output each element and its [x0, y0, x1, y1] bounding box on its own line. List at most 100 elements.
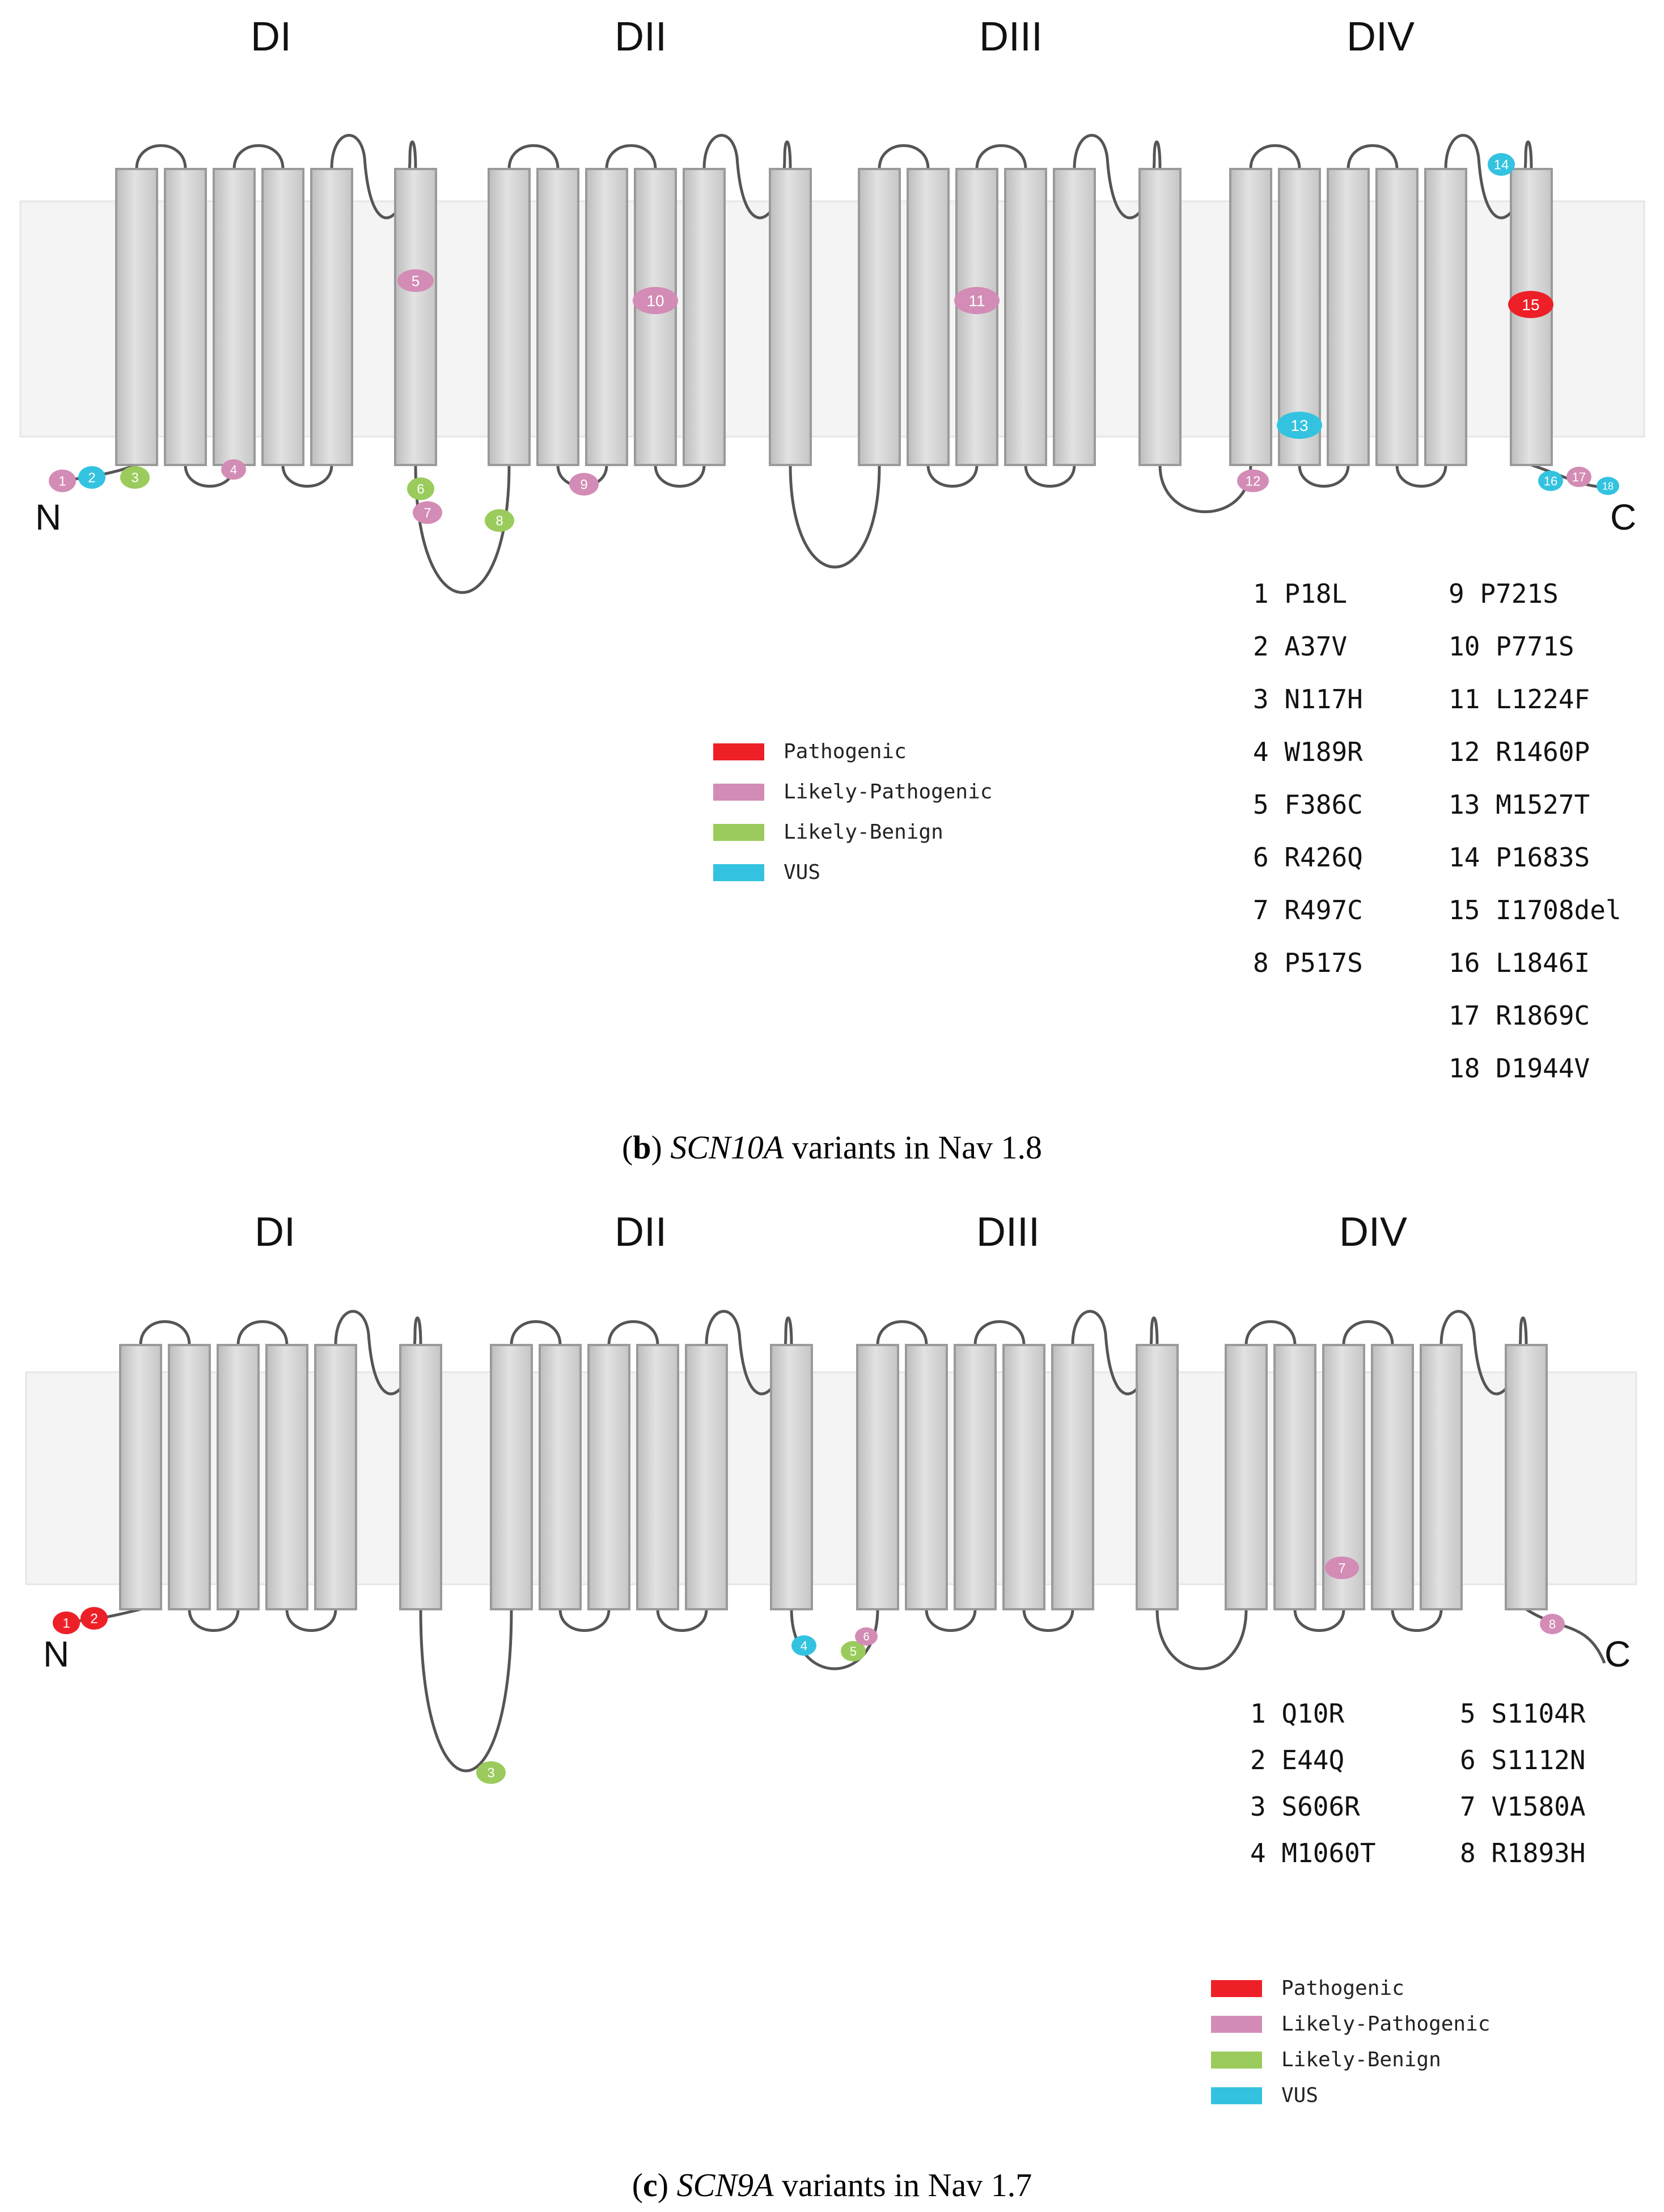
transmembrane-helix-s2 — [168, 1344, 211, 1610]
variant-marker-number: 5 — [412, 272, 420, 289]
loop-line — [1244, 1320, 1297, 1346]
legend-item: Likely-Pathogenic — [713, 772, 992, 812]
transmembrane-helix-s1 — [1225, 1344, 1268, 1610]
loop-line — [1395, 464, 1447, 488]
loop-line — [1298, 464, 1350, 488]
variant-entry-8: 8 P517S — [1253, 948, 1363, 978]
variant-entry-7: 7 R497C — [1253, 895, 1363, 925]
variant-entry-6: 6 R426Q — [1253, 842, 1363, 873]
transmembrane-helix-s1 — [858, 168, 901, 466]
domain-label-diii: DIII — [979, 14, 1043, 60]
loop-line — [232, 144, 285, 170]
variant-marker-number: 1 — [62, 1616, 70, 1631]
variant-entry-14: 14 P1683S — [1449, 842, 1590, 873]
domain-label-div: DIV — [1339, 1209, 1408, 1255]
variant-marker-11 — [954, 287, 1000, 314]
variant-marker-8 — [1540, 1614, 1565, 1634]
variant-marker-number: 6 — [863, 1631, 869, 1643]
loop-line — [1347, 144, 1399, 170]
variant-marker-number: 7 — [424, 506, 431, 521]
transmembrane-helix-s6 — [1138, 168, 1182, 466]
c-terminus-label: C — [1610, 497, 1637, 538]
transmembrane-helix-s2 — [539, 1344, 582, 1610]
variant-marker-number: 5 — [850, 1644, 857, 1659]
legend-label: Likely-Pathogenic — [1281, 2012, 1491, 2036]
transmembrane-helix-s4 — [636, 1344, 679, 1610]
variant-marker-18 — [1597, 477, 1619, 495]
loop-line — [510, 1320, 562, 1346]
variant-marker-8 — [485, 509, 514, 532]
figure-caption: (c) SCN9A variants in Nav 1.7 — [632, 2167, 1032, 2203]
variant-column-right: 9 P721S 10 P771S 11 L1224F 12 R1460P 13 M152… — [1449, 578, 1621, 1106]
variant-marker-number: 1 — [58, 474, 66, 489]
legend-item: VUS — [713, 852, 992, 893]
legend-item: Likely-Benign — [713, 812, 992, 852]
caption-text: variants in Nav 1.7 — [781, 2167, 1032, 2203]
loop-line — [878, 144, 930, 170]
variant-marker-number: 18 — [1602, 480, 1614, 492]
loop-line — [975, 144, 1027, 170]
variant-entry-5: 5 S1104R — [1460, 1698, 1586, 1729]
variant-marker-13 — [1277, 412, 1322, 439]
variant-entry-3: 3 N117H — [1253, 684, 1363, 714]
variant-marker-5 — [841, 1641, 866, 1661]
transmembrane-helix-s6 — [770, 1344, 813, 1610]
transmembrane-helix-s1 — [1229, 168, 1272, 466]
variant-marker-number: 2 — [88, 471, 95, 486]
transmembrane-helix-s5 — [314, 1344, 357, 1610]
variant-entry-10: 10 P771S — [1449, 631, 1574, 662]
variant-marker-number: 6 — [417, 482, 424, 497]
transmembrane-helix-s5 — [310, 168, 353, 466]
legend: Pathogenic Likely-Pathogenic Likely-Benign… — [713, 731, 992, 893]
variant-entry-4: 4 W189R — [1253, 737, 1363, 767]
transmembrane-helix-s1 — [488, 168, 531, 466]
variant-entry-8: 8 R1893H — [1460, 1838, 1586, 1868]
variant-marker-number: 11 — [968, 292, 985, 310]
loop-line — [135, 144, 187, 170]
variant-column-right: 5 S1104R 6 S1112N 7 V1580A 8 R1893H — [1460, 1698, 1586, 1884]
variant-marker-number: 8 — [1549, 1617, 1556, 1631]
transmembrane-helix-s5 — [1420, 1344, 1463, 1610]
panel-b-scn10a: 1 2 3 4 5 6 7 8 9 10 11 12 13 14 15 16 17 18 DI DII DIII … — [19, 14, 1645, 1166]
variant-marker-4 — [221, 459, 246, 480]
variant-marker-number: 4 — [230, 463, 237, 477]
legend-swatch — [1211, 1980, 1262, 1997]
transmembrane-helix-s3 — [955, 168, 998, 466]
variant-marker-number: 2 — [90, 1612, 98, 1627]
variant-marker-6 — [855, 1627, 878, 1646]
variant-entry-6: 6 S1112N — [1460, 1745, 1586, 1775]
transmembrane-helix-s2 — [907, 168, 950, 466]
loop-line — [1342, 1320, 1394, 1346]
legend-label: VUS — [1281, 2084, 1319, 2107]
variant-marker-9 — [569, 473, 599, 496]
transmembrane-helix-s5 — [683, 168, 726, 466]
loop-line — [281, 464, 333, 488]
transmembrane-helix-s5 — [1051, 1344, 1094, 1610]
legend: Pathogenic Likely-Pathogenic Likely-Benign… — [1211, 1970, 1490, 2113]
transmembrane-helix-s2 — [164, 168, 207, 466]
loop-line — [789, 464, 881, 569]
loop-line — [1525, 1608, 1606, 1664]
variant-marker-number: 13 — [1290, 417, 1308, 434]
legend-swatch — [713, 823, 764, 841]
loop-line — [1158, 464, 1252, 513]
variant-marker-number: 4 — [801, 1639, 807, 1653]
variant-column-left: 1 Q10R 2 E44Q 3 S606R 4 M1060T — [1250, 1698, 1376, 1884]
loop-line — [926, 464, 979, 488]
transmembrane-helix-s4 — [1371, 1344, 1414, 1610]
variant-marker-number: 7 — [1338, 1561, 1345, 1576]
domain-label-di: DI — [255, 1209, 295, 1255]
transmembrane-helix-s3 — [213, 168, 256, 466]
loop-line — [973, 1320, 1026, 1346]
legend-label: Pathogenic — [784, 740, 907, 763]
transmembrane-helix-s4 — [1002, 1344, 1045, 1610]
transmembrane-helix-s6 — [769, 168, 812, 466]
variant-marker-number: 17 — [1572, 470, 1586, 484]
domain-label-dii: DII — [614, 14, 667, 60]
variant-entry-16: 16 L1846I — [1449, 948, 1590, 978]
c-terminus-label: C — [1604, 1634, 1631, 1674]
n-terminus-label: N — [43, 1634, 70, 1674]
transmembrane-helix-s6 — [399, 1344, 442, 1610]
variant-entry-1: 1 P18L — [1253, 578, 1348, 609]
